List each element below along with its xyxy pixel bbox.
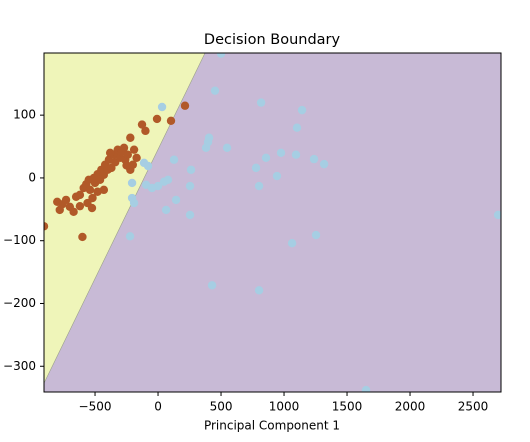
x-tick-label: 2500 (458, 400, 489, 414)
data-point (287, 239, 297, 248)
x-axis-label: Principal Component 1 (204, 419, 340, 433)
data-point (143, 161, 153, 171)
data-point (201, 143, 211, 152)
data-point (163, 175, 173, 185)
data-point (171, 195, 181, 205)
data-point (129, 145, 139, 154)
data-point (309, 154, 319, 164)
data-point (141, 126, 150, 136)
y-tick-label: 0 (28, 170, 36, 184)
data-point (85, 185, 95, 195)
axes-frame (43, 52, 502, 393)
x-tick-label: −500 (79, 400, 112, 414)
data-point (493, 210, 501, 220)
data-point (75, 201, 85, 211)
data-point (127, 178, 137, 188)
data-point (185, 181, 195, 191)
data-point (216, 53, 226, 58)
data-point (186, 165, 196, 174)
data-point (152, 114, 162, 124)
decision-boundary (44, 53, 206, 384)
data-point (222, 143, 232, 152)
data-point (311, 230, 321, 240)
data-point (361, 385, 371, 392)
data-point (254, 181, 264, 191)
y-tick-label: −300 (3, 359, 36, 373)
data-point (297, 105, 307, 115)
data-point (207, 281, 217, 290)
data-point (251, 163, 261, 173)
data-point (161, 205, 171, 215)
data-point (204, 133, 214, 142)
data-point (157, 102, 167, 112)
x-tick-label: 1500 (332, 400, 363, 414)
data-point (132, 153, 141, 163)
data-point (69, 207, 78, 217)
data-point (272, 171, 282, 181)
x-tick-label: 1000 (269, 400, 300, 414)
y-tick-label: −100 (3, 233, 36, 247)
data-point (61, 195, 71, 205)
data-point (210, 86, 220, 95)
data-point (126, 133, 135, 142)
data-point (105, 148, 115, 158)
x-tick-label: 2000 (395, 400, 426, 414)
data-point (261, 153, 271, 163)
data-point (129, 198, 139, 208)
data-point (256, 98, 266, 107)
data-point (319, 159, 329, 169)
data-point (137, 120, 147, 129)
plot-area (44, 53, 501, 392)
data-point (125, 232, 135, 241)
y-tick-label: 100 (13, 108, 36, 122)
data-point (153, 181, 163, 191)
data-point (122, 161, 131, 170)
data-point (166, 116, 176, 126)
data-point (99, 185, 109, 195)
data-point (291, 150, 301, 159)
x-tick-label: 500 (210, 400, 233, 414)
data-point (75, 190, 85, 200)
data-point (44, 222, 49, 231)
data-point (169, 155, 179, 164)
data-point (119, 143, 129, 152)
data-point (78, 232, 87, 242)
data-point (128, 160, 138, 169)
x-tick-label: 0 (154, 400, 162, 414)
data-point (180, 101, 190, 110)
chart-title: Decision Boundary (204, 32, 341, 48)
data-point (123, 150, 132, 159)
data-point (276, 148, 286, 158)
data-point (83, 198, 92, 208)
data-point (254, 286, 264, 295)
data-point (292, 123, 302, 132)
data-point (185, 210, 195, 220)
data-point (93, 187, 102, 196)
y-tick-label: −200 (3, 296, 36, 310)
